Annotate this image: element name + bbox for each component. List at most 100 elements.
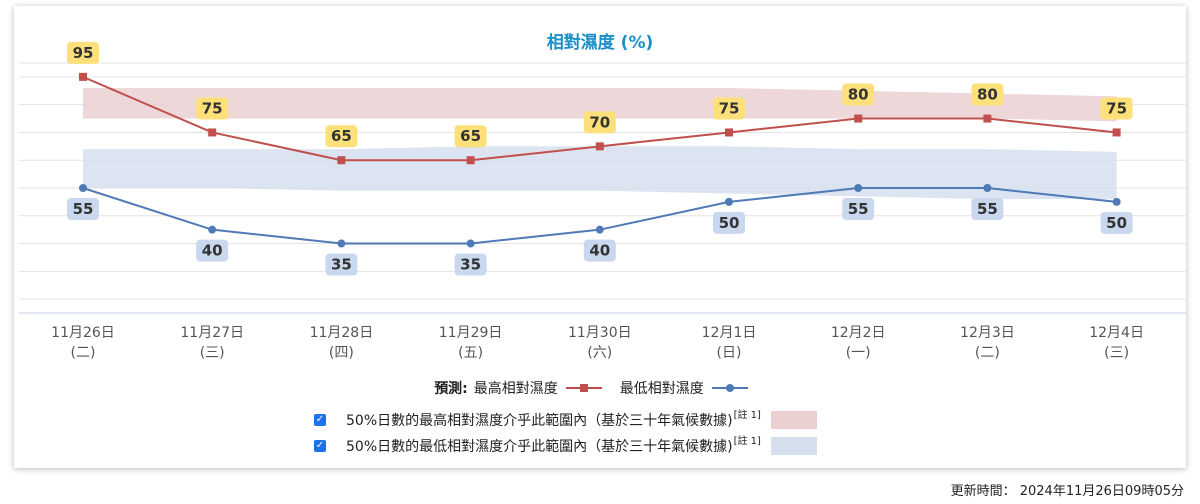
x-tick-label: 12月4日 bbox=[1089, 325, 1144, 341]
band-min-text: 50%日數的最低相對濕度介乎此範圍內（基於三十年氣候數據) bbox=[346, 439, 733, 455]
x-tick-weekday: (二) bbox=[71, 345, 96, 361]
min-point bbox=[208, 225, 217, 234]
min-value-label: 35 bbox=[460, 256, 481, 274]
data-label-bg bbox=[325, 253, 358, 276]
max-value-label: 95 bbox=[73, 44, 94, 62]
x-tick-weekday: (六) bbox=[587, 345, 612, 361]
data-label-bg bbox=[1100, 211, 1133, 234]
data-label-bg bbox=[67, 41, 99, 64]
data-label-bg bbox=[196, 97, 229, 120]
band-legend-max[interactable]: ✓ 50%日數的最高相對濕度介乎此範圍內（基於三十年氣候數據) [註 1] bbox=[314, 410, 817, 430]
max-point bbox=[854, 114, 863, 123]
data-label-bg bbox=[454, 125, 487, 148]
checkbox-icon[interactable]: ✓ bbox=[314, 440, 326, 452]
data-label-bg bbox=[842, 198, 875, 220]
update-time-label: 更新時間： bbox=[950, 484, 1016, 499]
data-label-bg bbox=[454, 253, 487, 276]
note-link[interactable]: [註 1] bbox=[733, 409, 761, 421]
legend-item-min[interactable]: 最低相對濕度 bbox=[620, 378, 748, 398]
x-tick-label: 12月2日 bbox=[831, 325, 886, 341]
max-value-label: 80 bbox=[848, 86, 869, 104]
chart-panel: 相對濕度 (%) 95 75 65 65 70 75 80 80 75 55 40 35 35 40 50 5… bbox=[14, 6, 1186, 468]
max-value-label: 75 bbox=[1106, 99, 1127, 117]
x-tick-label: 11月29日 bbox=[439, 325, 503, 341]
max-value-label: 80 bbox=[977, 86, 998, 104]
data-label-bg bbox=[713, 211, 745, 234]
min-value-label: 50 bbox=[1106, 214, 1127, 232]
x-tick-weekday: (五) bbox=[458, 345, 483, 361]
data-label-bg bbox=[196, 239, 229, 262]
x-tick-weekday: (二) bbox=[975, 345, 1000, 361]
x-tick-weekday: (日) bbox=[717, 345, 742, 361]
min-value-label: 55 bbox=[73, 200, 94, 218]
min-point bbox=[466, 239, 475, 248]
min-value-label: 55 bbox=[848, 200, 869, 218]
series-legend: 預測: 最高相對濕度 最低相對濕度 bbox=[14, 378, 1186, 398]
min-point bbox=[595, 225, 604, 234]
band-min-area bbox=[83, 146, 1117, 200]
x-tick-weekday: (三) bbox=[200, 345, 225, 361]
max-point bbox=[983, 114, 992, 123]
max-value-label: 70 bbox=[589, 113, 610, 131]
legend-max-label: 最高相對濕度 bbox=[473, 381, 558, 397]
band-max-text: 50%日數的最高相對濕度介乎此範圍內（基於三十年氣候數據) bbox=[346, 413, 733, 429]
min-point bbox=[725, 197, 733, 206]
max-point bbox=[595, 142, 604, 151]
x-tick-weekday: (三) bbox=[1104, 345, 1129, 361]
x-tick-label: 12月1日 bbox=[702, 325, 757, 341]
min-point bbox=[79, 184, 87, 192]
update-time: 更新時間： 2024年11月26日09時05分 bbox=[951, 480, 1184, 499]
min-value-label: 40 bbox=[589, 242, 610, 260]
x-tick-label: 11月26日 bbox=[51, 325, 115, 341]
max-value-label: 75 bbox=[719, 99, 740, 117]
x-axis: 11月26日 (二) 11月27日 (三) 11月28日 (四) 11月29日 (五) 11月3… bbox=[51, 325, 1144, 361]
band-max-swatch bbox=[770, 411, 817, 429]
max-point bbox=[466, 156, 475, 165]
legend-min-label: 最低相對濕度 bbox=[619, 381, 704, 397]
data-label-bg bbox=[842, 83, 875, 106]
data-label-bg bbox=[713, 97, 745, 120]
x-tick-weekday: (一) bbox=[846, 345, 871, 361]
legend-min-symbol bbox=[711, 384, 748, 392]
data-label-bg bbox=[67, 198, 99, 220]
max-point bbox=[1112, 128, 1121, 137]
x-tick-weekday: (四) bbox=[329, 345, 354, 361]
min-point bbox=[1112, 197, 1121, 206]
max-value-label: 65 bbox=[331, 127, 352, 145]
x-tick-label: 11月30日 bbox=[568, 325, 632, 341]
max-point bbox=[725, 128, 733, 137]
min-value-label: 40 bbox=[202, 242, 223, 260]
checkbox-icon[interactable]: ✓ bbox=[314, 414, 326, 426]
max-point bbox=[208, 128, 217, 137]
data-label-bg bbox=[583, 111, 616, 134]
min-value-label: 50 bbox=[719, 214, 740, 232]
data-label-bg bbox=[1100, 97, 1133, 120]
data-labels: 95 75 65 65 70 75 80 80 75 55 40 35 35 40 50 55 55 50 bbox=[67, 41, 1133, 276]
legend-prefix: 預測: bbox=[434, 381, 468, 397]
legend-item-max[interactable]: 最高相對濕度 bbox=[474, 378, 602, 398]
x-tick-label: 11月27日 bbox=[180, 325, 244, 341]
min-point bbox=[983, 184, 992, 192]
humidity-chart: 相對濕度 (%) 95 75 65 65 70 75 80 80 75 55 40 35 35 40 50 5… bbox=[19, 32, 1186, 361]
band-min-swatch bbox=[770, 437, 817, 455]
series-lines bbox=[79, 72, 1121, 248]
x-tick-label: 12月3日 bbox=[960, 325, 1015, 341]
note-link[interactable]: [註 1] bbox=[733, 435, 761, 447]
data-label-bg bbox=[583, 239, 616, 262]
band-legend-min[interactable]: ✓ 50%日數的最低相對濕度介乎此範圍內（基於三十年氣候數據) [註 1] bbox=[314, 436, 817, 456]
max-value-label: 75 bbox=[202, 99, 223, 117]
data-label-bg bbox=[971, 83, 1004, 106]
min-point bbox=[854, 184, 863, 192]
update-time-value: 2024年11月26日09時05分 bbox=[1019, 484, 1184, 499]
max-point bbox=[337, 156, 346, 165]
min-point bbox=[337, 239, 346, 248]
chart-title: 相對濕度 (%) bbox=[547, 32, 654, 53]
max-point bbox=[79, 72, 87, 81]
data-label-bg bbox=[325, 125, 358, 148]
data-label-bg bbox=[971, 198, 1004, 220]
min-value-label: 35 bbox=[331, 256, 352, 274]
min-value-label: 55 bbox=[977, 200, 998, 218]
x-tick-label: 11月28日 bbox=[310, 325, 374, 341]
legend-max-symbol bbox=[565, 384, 602, 392]
max-value-label: 65 bbox=[460, 127, 481, 145]
